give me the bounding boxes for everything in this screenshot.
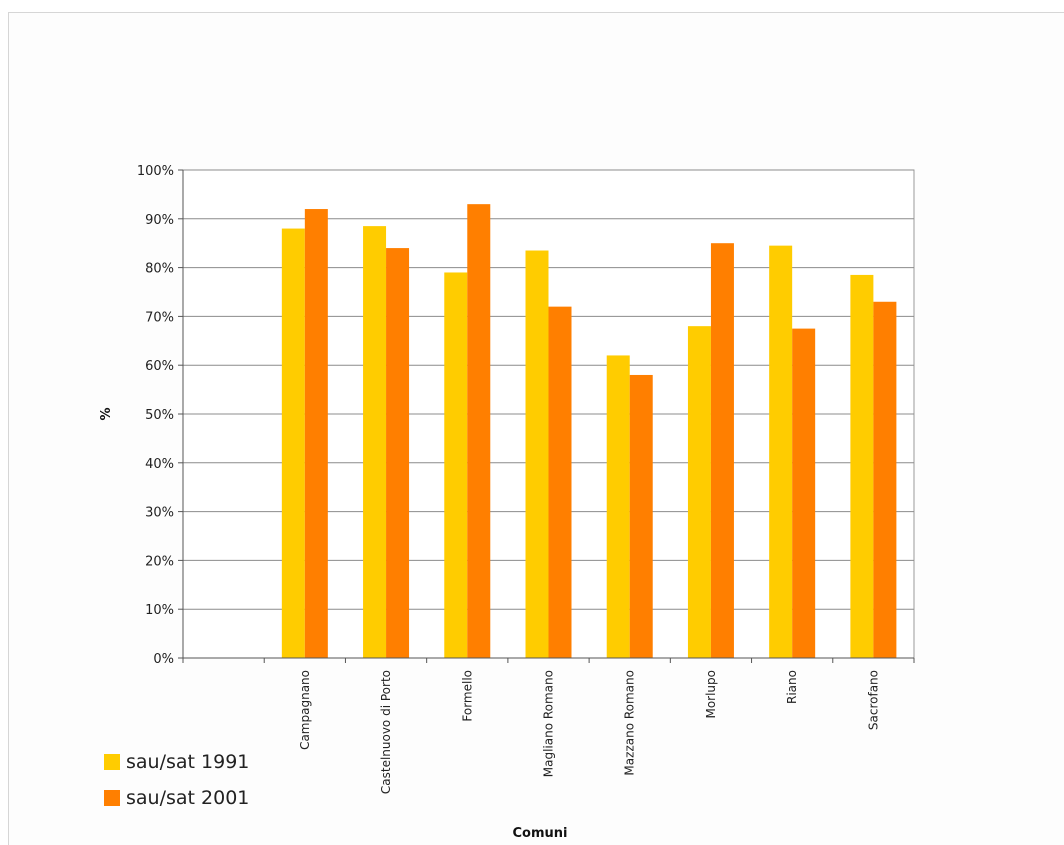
x-tick-label: Morlupo (704, 670, 718, 719)
bar (792, 328, 816, 658)
legend-swatch-2001 (104, 790, 120, 806)
bar (467, 204, 491, 658)
y-axis-title: % (99, 407, 114, 420)
y-tick-label: 40% (145, 457, 174, 472)
bar (606, 355, 630, 658)
y-tick-label: 80% (145, 262, 174, 277)
y-tick-label: 10% (145, 603, 174, 618)
y-tick-label: 50% (145, 408, 174, 423)
bars (281, 204, 897, 659)
bar (548, 306, 572, 658)
x-tick-label: Riano (785, 670, 799, 704)
bar (687, 326, 711, 658)
bar (281, 228, 305, 658)
bar (769, 245, 793, 658)
y-tick-label: 90% (145, 213, 174, 228)
bar (304, 209, 328, 659)
bar (850, 274, 874, 658)
bar (363, 226, 387, 658)
bar (525, 250, 549, 658)
axes (182, 170, 915, 663)
y-tick-labels: 0% 10% 20% 30% 40% 50% 60% 70% 80% 90% 100% (137, 164, 174, 667)
legend-label-2001: sau/sat 2001 (126, 787, 250, 809)
bar (873, 301, 897, 658)
x-tick-label: Campagnano (298, 670, 312, 750)
y-tick-label: 30% (145, 506, 174, 521)
legend-swatch-1991 (104, 754, 120, 770)
y-tick-label: 0% (153, 652, 174, 667)
legend-item-2001: sau/sat 2001 (104, 784, 249, 812)
y-tick-label: 100% (137, 164, 174, 179)
x-tick-label: Sacrofano (866, 670, 880, 730)
x-tick-labels: Campagnano Castelnuovo di Porto Formello Ma… (298, 670, 881, 794)
y-tick-label: 70% (145, 310, 174, 325)
legend: sau/sat 1991 sau/sat 2001 (104, 748, 249, 820)
bar (710, 243, 734, 658)
x-axis-title: Comuni (513, 826, 568, 841)
x-tick-label: Mazzano Romano (623, 670, 637, 776)
x-tick-label: Castelnuovo di Porto (379, 670, 393, 794)
x-tick-label: Formello (460, 670, 474, 722)
bar (444, 272, 468, 658)
bar (629, 374, 653, 658)
bar (386, 248, 410, 658)
legend-item-1991: sau/sat 1991 (104, 748, 249, 776)
x-tick-label: Magliano Romano (542, 670, 556, 777)
y-tick-label: 20% (145, 554, 174, 569)
legend-label-1991: sau/sat 1991 (126, 751, 250, 773)
y-tick-label: 60% (145, 359, 174, 374)
